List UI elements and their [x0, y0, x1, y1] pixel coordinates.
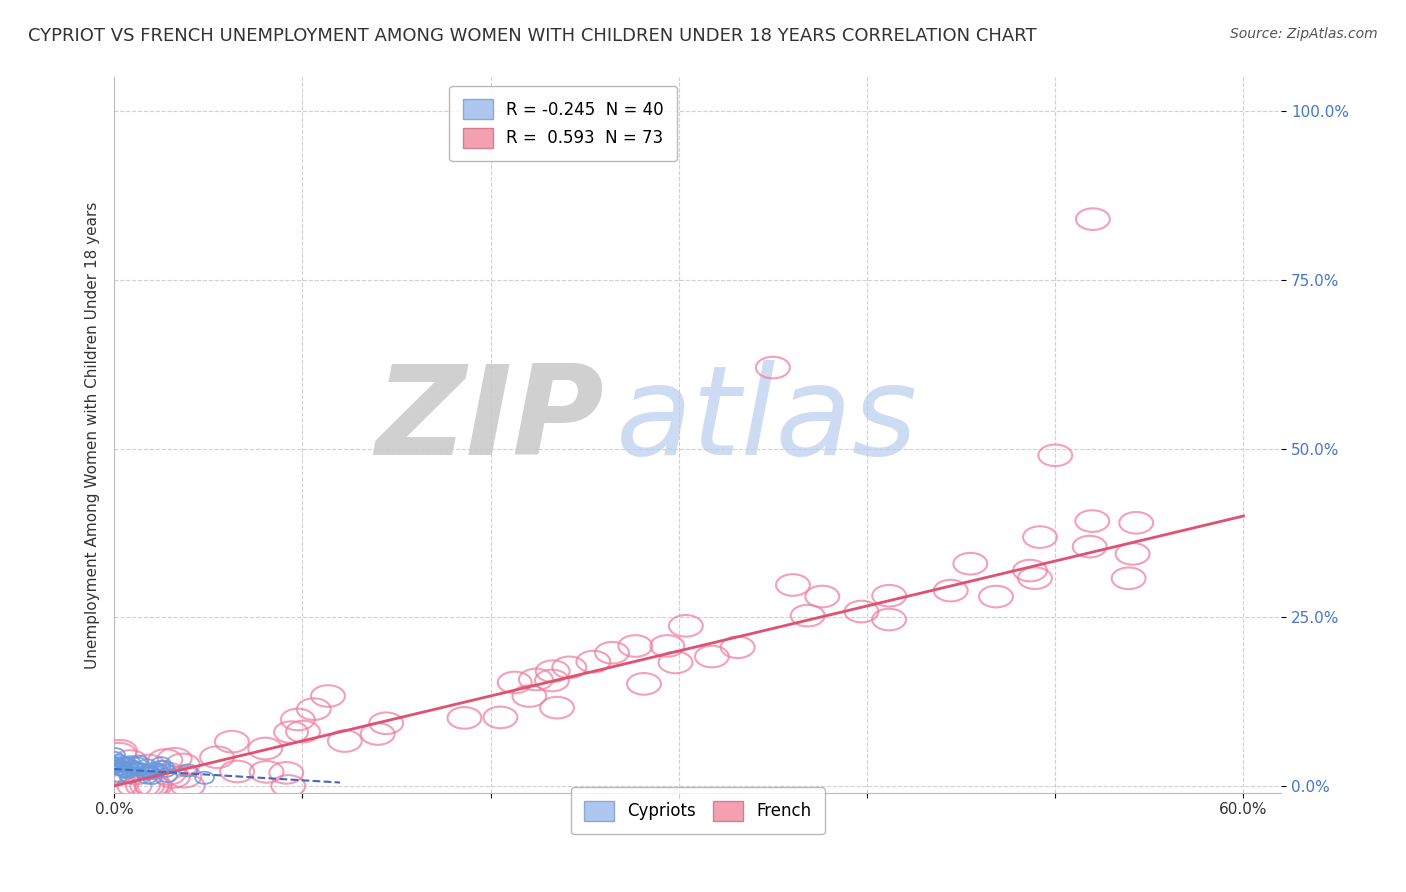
- Text: atlas: atlas: [616, 360, 918, 482]
- Text: CYPRIOT VS FRENCH UNEMPLOYMENT AMONG WOMEN WITH CHILDREN UNDER 18 YEARS CORRELAT: CYPRIOT VS FRENCH UNEMPLOYMENT AMONG WOM…: [28, 27, 1036, 45]
- Legend: Cypriots, French: Cypriots, French: [571, 788, 824, 834]
- Text: ZIP: ZIP: [375, 360, 605, 482]
- Text: Source: ZipAtlas.com: Source: ZipAtlas.com: [1230, 27, 1378, 41]
- Y-axis label: Unemployment Among Women with Children Under 18 years: Unemployment Among Women with Children U…: [86, 202, 100, 669]
